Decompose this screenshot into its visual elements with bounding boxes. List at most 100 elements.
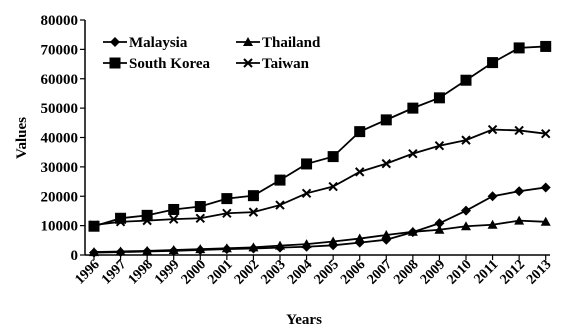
data-point-thailand [540,216,551,226]
data-point-south-korea [301,158,313,170]
data-point-thailand [248,242,259,252]
data-point-south-korea [433,92,445,104]
x-tick-label: 2009 [418,257,448,287]
data-point-malaysia [514,186,525,197]
series-thailand [89,215,551,257]
series-south-korea [88,40,552,232]
data-point-south-korea [168,203,180,215]
data-point-taiwan [222,208,232,218]
legend-item-taiwan: Taiwan [236,56,310,72]
data-point-thailand [514,215,525,225]
data-point-thailand [142,245,153,255]
data-point-thailand [434,224,445,234]
x-tick-label: 2010 [444,257,474,287]
data-point-thailand [328,236,339,246]
data-point-malaysia [461,205,471,216]
legend: Malaysia Thailand South Korea Taiwan [103,35,321,72]
legend-marker [109,57,121,69]
data-point-taiwan [434,141,445,151]
y-axis-title: Values [14,117,30,159]
x-tick-label: 2004 [285,257,315,287]
x-tick-label: 2006 [338,257,368,287]
x-tick-label: 2013 [524,257,554,287]
x-tick-label: 1999 [152,257,182,287]
legend-item-thailand: Thailand [236,35,321,51]
data-point-thailand [195,244,206,254]
y-tick-label: 30000 [41,160,79,176]
x-tick-label: 2002 [232,257,262,287]
data-point-taiwan [248,207,259,217]
x-tick-label: 2005 [312,257,342,287]
data-point-thailand [221,243,232,253]
x-tick-label: 1998 [126,257,156,287]
y-tick-label: 70000 [41,42,79,58]
data-point-thailand [301,239,312,249]
data-point-taiwan [195,213,205,223]
y-tick-label: 60000 [41,72,79,88]
data-point-thailand [275,240,285,250]
series-line-taiwan [93,128,546,226]
data-point-taiwan [115,217,126,227]
data-point-south-korea [141,209,153,221]
legend-label: South Korea [129,56,210,72]
data-point-south-korea [221,193,233,205]
y-tick-label: 50000 [41,101,79,117]
y-tick-label: 20000 [41,189,79,205]
x-tick-label: 2008 [391,257,421,287]
series-lines [88,40,552,258]
data-point-taiwan [169,214,179,224]
data-point-south-korea [194,201,206,213]
data-point-south-korea [115,212,127,224]
data-point-thailand [461,221,471,231]
y-tick-label: 40000 [41,131,79,147]
legend-label: Malaysia [129,35,188,51]
data-point-thailand [115,246,126,256]
data-point-taiwan [514,125,524,136]
data-point-taiwan [381,158,391,169]
data-point-south-korea [354,126,366,138]
series-taiwan [89,124,551,230]
data-point-thailand [89,247,99,257]
data-point-south-korea [460,74,472,86]
data-point-thailand [381,230,392,240]
y-tick-label: 0 [71,248,79,264]
legend-marker [243,37,253,46]
data-point-taiwan [89,220,99,230]
data-point-south-korea [274,174,286,186]
data-point-malaysia [434,218,445,229]
series-line-thailand [93,219,546,253]
data-point-taiwan [487,124,498,135]
data-point-thailand [407,226,418,236]
data-point-taiwan [275,200,285,210]
data-point-south-korea [327,151,339,163]
x-tick-label: 2003 [258,257,288,287]
x-tick-label: 2012 [498,257,528,287]
data-point-south-korea [247,190,259,202]
data-point-south-korea [407,102,419,114]
data-point-thailand [487,219,498,229]
data-point-taiwan [142,215,152,226]
data-point-south-korea [540,40,552,52]
data-point-taiwan [408,148,418,159]
data-point-malaysia [540,182,551,193]
legend-item-malaysia: Malaysia [103,35,188,51]
data-point-malaysia [487,191,498,202]
x-tick-label: 1997 [99,257,129,287]
data-point-taiwan [461,135,471,145]
x-tick-label: 2011 [472,257,502,287]
x-axis-title: Years [286,312,322,328]
legend-label: Thailand [262,35,321,51]
x-tick-label: 2001 [205,257,235,287]
legend-marker [110,37,120,47]
data-point-taiwan [328,181,338,192]
legend-marker [243,58,253,68]
x-tick-label: 2000 [179,257,209,287]
x-tick-label: 2007 [365,257,395,287]
legend-label: Taiwan [262,56,310,72]
data-point-south-korea [513,42,525,54]
data-point-taiwan [541,128,551,139]
data-point-thailand [168,245,179,255]
data-point-south-korea [487,57,499,69]
